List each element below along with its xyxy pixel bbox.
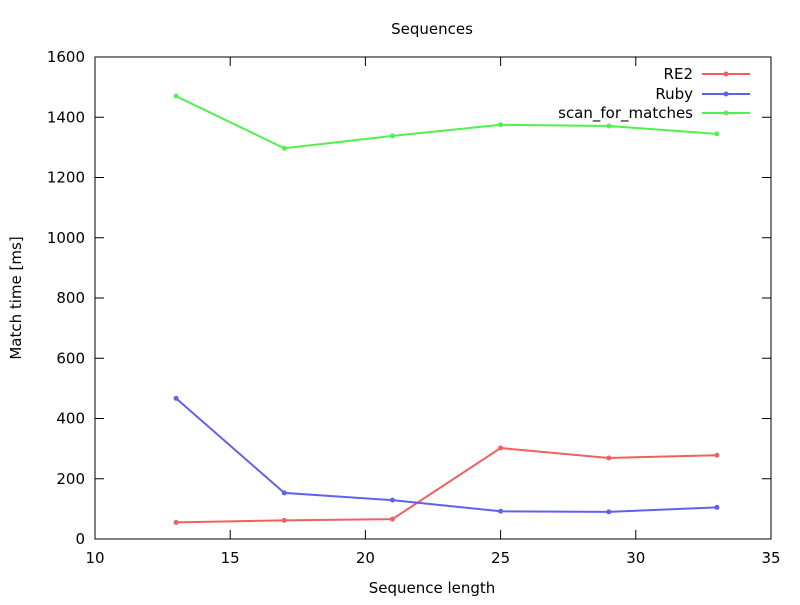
- legend-point-swatch: [723, 91, 729, 97]
- y-tick-label: 600: [56, 349, 85, 367]
- series-line: [175, 397, 717, 513]
- series-group: [173, 93, 720, 525]
- y-tick-label: 1600: [47, 48, 85, 66]
- legend-entry: scan_for_matches: [558, 104, 750, 123]
- y-tick-label: 1400: [47, 108, 85, 126]
- x-tick-label: 35: [761, 549, 780, 567]
- data-point: [498, 445, 504, 451]
- legend-label: RE2: [664, 65, 693, 83]
- x-tick-label: 15: [221, 549, 240, 567]
- series-line: [176, 446, 717, 524]
- y-tick-label: 200: [56, 470, 85, 488]
- data-point: [389, 133, 395, 139]
- data-point: [389, 516, 395, 522]
- y-axis-label: Match time [ms]: [7, 236, 25, 359]
- data-point: [606, 123, 612, 129]
- series-line: [175, 95, 717, 150]
- data-point: [714, 131, 720, 137]
- data-point: [281, 490, 287, 496]
- x-tick-label: 25: [491, 549, 510, 567]
- y-tick-label: 400: [56, 410, 85, 428]
- legend-entry: Ruby: [655, 85, 750, 103]
- data-point: [281, 145, 287, 151]
- plot-area-frame: [94, 56, 772, 540]
- series-ruby: [173, 395, 720, 515]
- legend-entry: RE2: [664, 65, 750, 83]
- x-axis-ticks: 10 15 20 25 30 35: [85, 57, 781, 567]
- legend-point-swatch: [723, 71, 729, 77]
- data-point: [498, 122, 504, 128]
- data-point: [173, 395, 179, 401]
- data-point: [714, 504, 720, 510]
- legend-label: Ruby: [655, 85, 693, 103]
- y-axis-ticks: 0 200 400 600 800 1000 1200 1400 1600: [47, 48, 771, 548]
- y-tick-label: 800: [56, 289, 85, 307]
- series-scan-for-matches: [173, 93, 720, 151]
- x-tick-label: 10: [85, 549, 104, 567]
- legend-point-swatch: [723, 110, 729, 116]
- x-tick-label: 30: [626, 549, 645, 567]
- legend-label: scan_for_matches: [558, 104, 693, 123]
- data-point: [606, 455, 612, 461]
- data-point: [173, 519, 179, 525]
- data-point: [498, 508, 504, 514]
- data-point: [281, 517, 287, 523]
- data-point: [173, 93, 179, 99]
- series-re2: [173, 445, 720, 525]
- y-tick-label: 0: [75, 530, 85, 548]
- data-point: [714, 452, 720, 458]
- y-tick-label: 1000: [47, 229, 85, 247]
- chart-title: Sequences: [391, 20, 473, 38]
- data-point: [606, 509, 612, 515]
- y-tick-label: 1200: [47, 169, 85, 187]
- x-tick-label: 20: [356, 549, 375, 567]
- data-point: [389, 497, 395, 503]
- x-axis-label: Sequence length: [369, 579, 496, 597]
